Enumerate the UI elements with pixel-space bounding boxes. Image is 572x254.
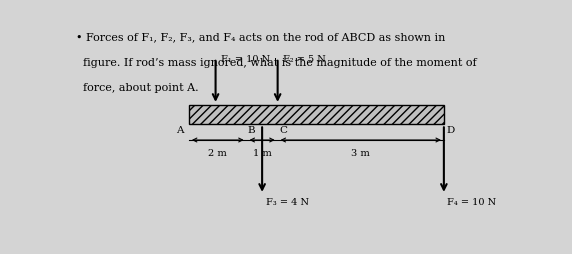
Text: • Forces of F₁, F₂, F₃, and F₄ acts on the rod of ABCD as shown in: • Forces of F₁, F₂, F₃, and F₄ acts on t… bbox=[76, 33, 446, 42]
Text: B: B bbox=[248, 126, 256, 135]
Text: A: A bbox=[176, 126, 184, 135]
Text: 3 m: 3 m bbox=[351, 149, 370, 158]
Text: F₂ = 5 N: F₂ = 5 N bbox=[283, 55, 326, 64]
Text: figure. If rod’s mass ignored, what is the magnitude of the moment of: figure. If rod’s mass ignored, what is t… bbox=[76, 58, 476, 68]
Text: F₄ = 10 N: F₄ = 10 N bbox=[447, 198, 496, 207]
Text: F₁ = 10 N: F₁ = 10 N bbox=[221, 55, 271, 64]
Text: 1 m: 1 m bbox=[253, 149, 272, 158]
Text: D: D bbox=[446, 126, 454, 135]
Text: C: C bbox=[279, 126, 287, 135]
Text: force, about point A.: force, about point A. bbox=[76, 83, 198, 93]
Text: 2 m: 2 m bbox=[208, 149, 227, 158]
Bar bbox=[189, 105, 444, 124]
Text: F₃ = 4 N: F₃ = 4 N bbox=[265, 198, 309, 207]
